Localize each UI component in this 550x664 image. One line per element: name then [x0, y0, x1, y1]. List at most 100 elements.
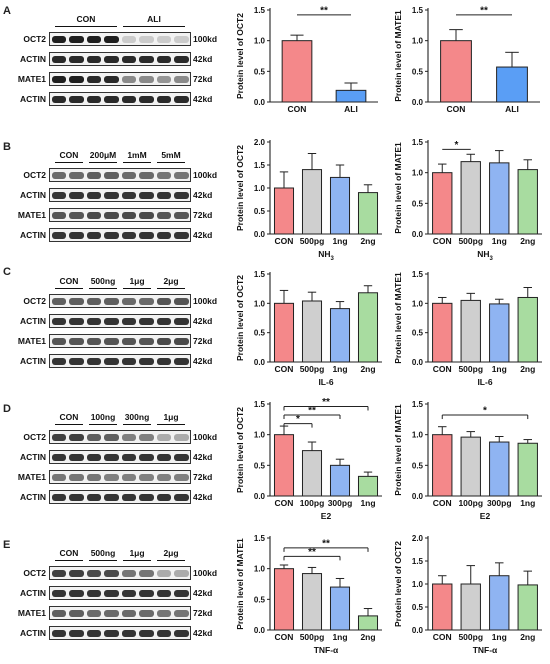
blot-band	[104, 358, 119, 365]
blot-band	[156, 434, 171, 441]
blot-band	[174, 358, 189, 365]
category-label: CON	[433, 632, 452, 642]
blot-strip	[49, 490, 191, 504]
condition-underline	[55, 288, 83, 289]
condition-label: 1mM	[127, 150, 147, 160]
bar	[460, 436, 481, 497]
significance-label: **	[320, 5, 328, 16]
protein-label: ACTIN	[20, 94, 46, 104]
blot-band	[51, 338, 66, 345]
blot-band	[174, 570, 189, 577]
blot-band	[69, 474, 84, 481]
protein-label: OCT2	[23, 296, 46, 306]
condition-underline	[123, 560, 151, 561]
blot-band	[174, 590, 189, 597]
blot-band	[174, 318, 189, 325]
bar	[489, 575, 510, 631]
protein-label: MATE1	[17, 608, 46, 618]
blot-band	[104, 434, 119, 441]
blot-band	[174, 610, 189, 617]
y-tick-label: 1.0	[412, 431, 424, 440]
bar	[301, 450, 323, 497]
blot-band	[139, 610, 154, 617]
blot-band	[174, 192, 189, 199]
x-axis-label: E2	[321, 511, 332, 521]
bar	[335, 89, 367, 103]
blot-band	[156, 36, 171, 43]
blot-band	[139, 474, 154, 481]
blot-band	[104, 172, 119, 179]
y-tick-label: 0.5	[254, 595, 266, 604]
blot-band	[156, 610, 171, 617]
category-label: CON	[288, 104, 307, 114]
blot-band	[121, 96, 136, 103]
blot-band	[86, 76, 101, 83]
blot-band	[139, 298, 154, 305]
blot-band	[51, 630, 66, 637]
y-tick-label: 0.0	[412, 98, 424, 107]
condition-label: CON	[59, 276, 79, 286]
molecular-weight-label: 72kd	[193, 336, 213, 346]
blot-band	[86, 298, 101, 305]
category-label: CON	[275, 364, 294, 374]
blot-band	[104, 318, 119, 325]
bar	[489, 441, 510, 497]
chart-c-mate1: 0.0 0.5 1.0 1.5 Protein level of MATE1 CON 500…	[393, 270, 542, 387]
chart-e-mate1: 0.0 0.5 1.0 1.5 Protein level of MATE1 CON 500…	[235, 534, 382, 655]
blot-band	[86, 454, 101, 461]
condition-underline	[89, 288, 117, 289]
blot-strip	[49, 52, 191, 66]
condition-label: ALI	[147, 14, 161, 24]
blot-band	[51, 298, 66, 305]
blot-band	[104, 570, 119, 577]
condition-underline	[123, 424, 151, 425]
blot-band	[51, 474, 66, 481]
blot-band	[104, 630, 119, 637]
y-tick-label: 1.0	[412, 580, 424, 589]
molecular-weight-label: 42kd	[193, 230, 213, 240]
y-tick-label: 0.5	[412, 67, 424, 76]
blot-band	[121, 630, 136, 637]
category-label: 300pg	[487, 498, 512, 508]
bar	[301, 169, 323, 235]
bar	[329, 308, 351, 363]
category-label: 2ng	[520, 364, 535, 374]
chart-d-mate1: 0.0 0.5 1.0 1.5 Protein level of MATE1 CON 100…	[393, 400, 542, 521]
blot-band	[121, 474, 136, 481]
bar	[357, 292, 379, 363]
bar	[460, 161, 481, 235]
y-tick-label: 0.0	[412, 358, 424, 367]
y-tick-label: 0.5	[254, 461, 266, 470]
blot-band	[51, 434, 66, 441]
y-axis-label: Protein level of MATE1	[393, 272, 403, 364]
blot-band	[121, 172, 136, 179]
condition-underline	[55, 424, 83, 425]
y-axis-label: Protein level of MATE1	[235, 538, 245, 630]
bar	[517, 442, 538, 497]
bar	[460, 299, 481, 363]
blot-strip	[49, 430, 191, 444]
chart-b-mate1: 0.0 0.5 1.0 1.5 Protein level of MATE1 CON 500…	[393, 138, 542, 262]
bar	[432, 172, 453, 235]
blot-strip	[49, 334, 191, 348]
y-tick-label: 0.5	[412, 603, 424, 612]
y-tick-label: 0.0	[412, 492, 424, 501]
y-axis-label: Protein level of OCT2	[235, 275, 245, 361]
blot-band	[121, 358, 136, 365]
molecular-weight-label: 42kd	[193, 628, 213, 638]
bar	[432, 434, 453, 497]
y-tick-label: 0.0	[254, 492, 266, 501]
blot-band	[51, 36, 66, 43]
bar	[432, 302, 453, 363]
blot-strip	[49, 188, 191, 202]
category-label: 500pg	[458, 364, 483, 374]
blot-band	[69, 358, 84, 365]
blot-strip	[49, 294, 191, 308]
y-tick-label: 1.0	[254, 299, 266, 308]
blot-band	[156, 474, 171, 481]
blot-band	[156, 358, 171, 365]
blot-band	[104, 76, 119, 83]
blot-band	[139, 630, 154, 637]
significance-label: **	[308, 547, 316, 558]
blot-band	[51, 590, 66, 597]
